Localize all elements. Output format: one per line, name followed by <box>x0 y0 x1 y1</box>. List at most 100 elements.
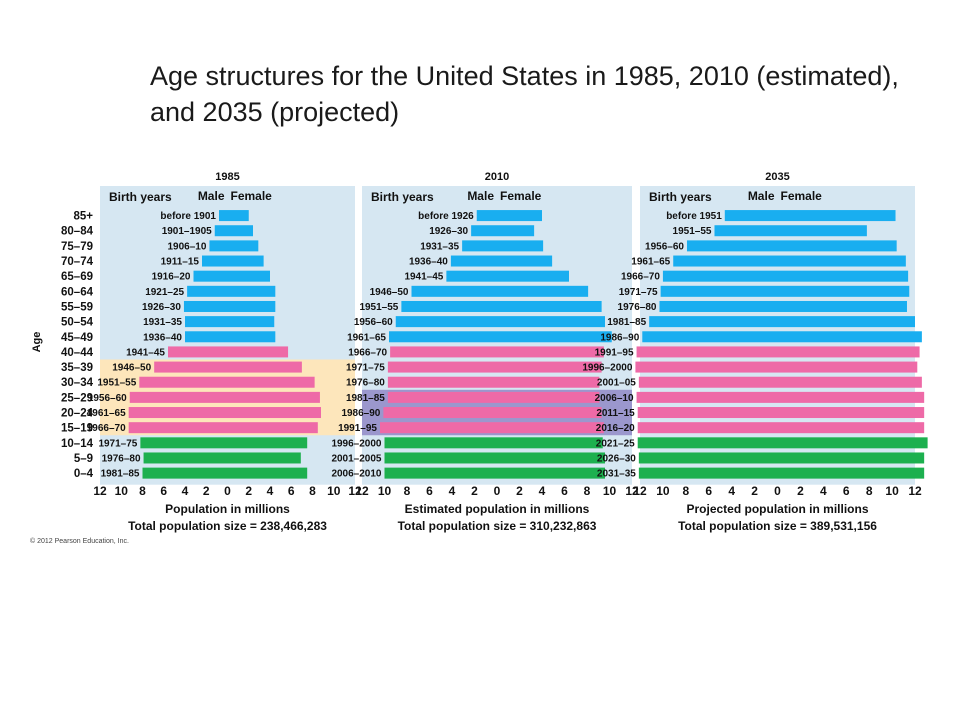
x-tick-label: 2 <box>245 484 252 498</box>
birth-year-label: 1961–65 <box>87 408 126 419</box>
x-tick-label: 10 <box>656 484 670 498</box>
birth-year-label: before 1901 <box>160 211 216 222</box>
female-bar <box>497 467 605 479</box>
birth-year-label: 1976–80 <box>102 453 141 464</box>
x-tick-label: 4 <box>539 484 546 498</box>
male-bar <box>390 346 497 358</box>
male-bar <box>209 240 228 252</box>
birth-year-label: 2016–20 <box>596 423 635 434</box>
x-tick-label: 10 <box>327 484 341 498</box>
male-bar <box>686 240 778 252</box>
male-bar <box>187 285 228 297</box>
x-tick-label: 6 <box>160 484 167 498</box>
birth-year-label: 1996–2000 <box>331 438 381 449</box>
male-bar <box>387 391 497 403</box>
birth-year-label: 1966–70 <box>621 272 660 283</box>
female-bar <box>497 300 602 312</box>
male-bar <box>383 407 497 419</box>
female-bar <box>777 422 925 434</box>
panel-year-title: 1985 <box>215 171 239 183</box>
birth-year-label: 1971–75 <box>98 438 137 449</box>
female-bar <box>777 300 907 312</box>
female-bar <box>497 225 535 237</box>
x-axis-label: Projected population in millions <box>686 502 868 516</box>
male-bar <box>636 346 778 358</box>
male-bar <box>128 422 228 434</box>
birth-year-label: 1951–55 <box>359 302 398 313</box>
female-bar <box>497 210 542 222</box>
male-bar <box>638 467 778 479</box>
female-bar <box>497 452 605 464</box>
female-bar <box>777 467 925 479</box>
male-bar <box>638 376 778 388</box>
female-bar <box>777 240 897 252</box>
female-bar <box>497 361 602 373</box>
birth-year-label: 1916–20 <box>152 272 191 283</box>
birth-year-label: 1936–40 <box>409 257 448 268</box>
female-bar <box>777 316 915 328</box>
x-tick-label: 8 <box>584 484 591 498</box>
female-bar <box>227 361 302 373</box>
birth-year-label: 1971–75 <box>619 287 658 298</box>
male-bar <box>128 407 228 419</box>
x-tick-label: 2 <box>203 484 210 498</box>
birth-year-label: 1966–70 <box>87 423 126 434</box>
male-bar <box>168 346 228 358</box>
panel-year-title: 2035 <box>765 171 789 183</box>
birth-year-label: 1931–35 <box>420 241 459 252</box>
birth-year-label: 1926–30 <box>429 226 468 237</box>
x-tick-label: 0 <box>494 484 501 498</box>
female-bar <box>227 285 276 297</box>
female-bar <box>227 376 315 388</box>
male-bar <box>387 361 497 373</box>
birth-year-label: 1956–60 <box>354 317 393 328</box>
birth-year-label: 1956–60 <box>88 393 127 404</box>
female-bar <box>227 391 320 403</box>
female-bar <box>777 210 896 222</box>
x-tick-label: 0 <box>774 484 781 498</box>
birth-year-label: 1966–70 <box>348 347 387 358</box>
x-tick-label: 8 <box>404 484 411 498</box>
female-bar <box>497 391 600 403</box>
male-bar <box>214 225 228 237</box>
x-axis-label: Population in millions <box>165 502 290 516</box>
age-group-label: 55–59 <box>61 301 93 313</box>
birth-year-label: 1926–30 <box>142 302 181 313</box>
x-tick-label: 2 <box>516 484 523 498</box>
birth-year-label: 2031–35 <box>597 469 636 480</box>
age-group-label: 30–34 <box>61 377 94 389</box>
female-bar <box>777 255 906 267</box>
x-tick-label: 2 <box>751 484 758 498</box>
male-header: Male <box>748 189 775 203</box>
copyright-notice: © 2012 Pearson Education, Inc. <box>30 538 129 545</box>
x-tick-label: 12 <box>93 484 107 498</box>
female-bar <box>227 300 276 312</box>
female-bar <box>227 452 301 464</box>
birth-year-label: 1976–80 <box>346 378 385 389</box>
birth-year-label: 2026–30 <box>597 453 636 464</box>
age-group-label: 15–19 <box>61 423 93 435</box>
female-bar <box>497 407 602 419</box>
birth-year-label: 1981–85 <box>346 393 385 404</box>
birth-year-label: 2021–25 <box>596 438 635 449</box>
x-tick-label: 12 <box>633 484 647 498</box>
x-tick-label: 10 <box>603 484 617 498</box>
birth-year-label: 2001–2005 <box>331 453 381 464</box>
x-tick-label: 12 <box>908 484 922 498</box>
male-bar <box>714 225 778 237</box>
birth-year-label: 1941–45 <box>126 347 165 358</box>
x-tick-label: 10 <box>378 484 392 498</box>
age-group-label: 50–54 <box>61 317 94 329</box>
birth-year-label: 1996–2000 <box>582 363 632 374</box>
male-bar <box>140 437 228 449</box>
female-bar <box>777 346 920 358</box>
age-group-label: 25–29 <box>61 392 93 404</box>
female-bar <box>497 255 553 267</box>
female-bar <box>227 240 259 252</box>
x-tick-label: 6 <box>843 484 850 498</box>
male-bar <box>660 285 778 297</box>
female-bar <box>497 331 612 343</box>
male-bar <box>450 255 497 267</box>
male-bar <box>476 210 497 222</box>
birth-year-label: 1961–65 <box>347 332 386 343</box>
